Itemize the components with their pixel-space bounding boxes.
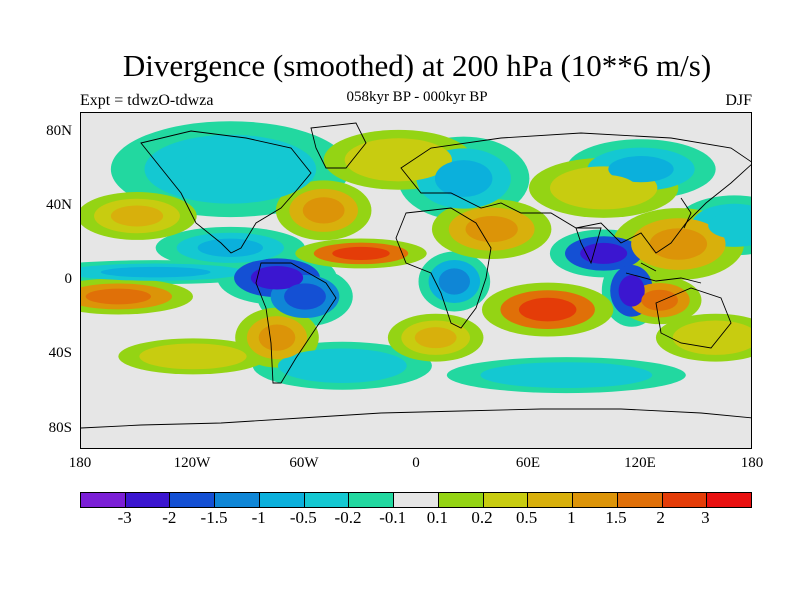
colorbar-box: [215, 493, 260, 507]
coastline-australia: [655, 287, 732, 349]
lon-tick-60e: 60E: [515, 455, 541, 471]
plot-subtitle: 058kyr BP - 000kyr BP: [346, 89, 488, 105]
colorbar-box: [259, 493, 305, 507]
convergence-region: [514, 367, 619, 383]
field-layer: [81, 121, 751, 394]
colorbar-box: [438, 493, 484, 507]
convergence-region: [250, 265, 304, 290]
divergence-region: [571, 174, 637, 201]
convergence-region: [178, 148, 283, 191]
colorbar-box: [483, 493, 529, 507]
divergence-region: [332, 246, 390, 260]
divergence-region: [302, 197, 345, 224]
colorbar-label: -0.2: [334, 508, 362, 527]
colorbar-box: [707, 493, 752, 507]
colorbar-label: 1.5: [605, 508, 627, 527]
colorbar-label: 1: [567, 508, 576, 527]
colorbar-box: [304, 493, 350, 507]
lon-tick-60w: 60W: [289, 455, 319, 471]
divergence-region: [649, 228, 708, 260]
colorbar-label: -2: [162, 508, 177, 527]
colorbar-box: [125, 493, 171, 507]
convergence-region: [100, 266, 211, 278]
lat-tick-80s: 80S: [48, 420, 72, 436]
colorbar-box: [662, 493, 708, 507]
divergence-region: [465, 215, 518, 243]
lat-tick-40s: 40S: [48, 345, 72, 361]
coastline-layer: [81, 122, 751, 429]
divergence-region: [365, 146, 432, 173]
lat-tick-80n: 80N: [46, 123, 72, 139]
coastline-japan: [680, 197, 692, 229]
experiment-label: Expt = tdwzO-tdwza: [80, 92, 214, 109]
lon-tick-0: 0: [412, 455, 420, 471]
colorbar-label: -1.5: [200, 508, 228, 527]
colorbar-label: -0.5: [289, 508, 317, 527]
colorbar-label: 3: [701, 508, 710, 527]
convergence-region: [434, 160, 493, 197]
colorbar-label: 0.5: [516, 508, 538, 527]
convergence-region: [438, 268, 471, 295]
convergence-region: [284, 283, 326, 310]
divergence-region: [689, 327, 742, 349]
plot-title: Divergence (smoothed) at 200 hPa (10**6 …: [122, 48, 712, 83]
colorbar-box: [81, 493, 126, 507]
divergence-region: [641, 289, 678, 311]
lon-tick-180e: 180: [740, 455, 764, 471]
colorbar-label: 0.1: [426, 508, 448, 527]
colorbar-label: -1: [251, 508, 266, 527]
colorbar-label: -0.1: [379, 508, 407, 527]
divergence-region: [160, 348, 226, 365]
colorbar-box: [617, 493, 663, 507]
divergence-region: [85, 288, 151, 305]
colorbar-box: [573, 493, 618, 507]
lat-tick-0: 0: [64, 271, 73, 287]
lon-tick-120e: 120E: [624, 455, 656, 471]
divergence-region: [414, 327, 457, 349]
map-svg: [81, 121, 751, 429]
coastline-north-america: [140, 130, 312, 254]
convergence-region: [708, 212, 751, 239]
coastline-greenland: [310, 122, 367, 169]
colorbar-box: [349, 493, 395, 507]
coastline-indonesia: [625, 262, 702, 284]
convergence-region: [608, 156, 674, 183]
colorbar-label: -3: [117, 508, 132, 527]
season-label: DJF: [725, 92, 752, 109]
coastline-antarctica: [81, 408, 751, 429]
divergence-region: [258, 324, 296, 351]
map-plot-area: [80, 112, 752, 449]
colorbar-label: 0.2: [471, 508, 493, 527]
coastline-eurasia: [400, 132, 751, 254]
coastline-india: [575, 227, 602, 265]
colorbar: [80, 492, 752, 508]
divergence-region: [518, 297, 577, 322]
colorbar-box: [394, 493, 439, 507]
colorbar-box: [170, 493, 216, 507]
divergence-region: [110, 205, 164, 227]
coastline-south-america: [255, 262, 337, 384]
coastline-africa: [395, 207, 492, 329]
lon-tick-120w: 120W: [173, 455, 211, 471]
convergence-region: [197, 238, 263, 257]
convergence-region: [618, 275, 645, 307]
convergence-region: [303, 355, 382, 377]
colorbar-label: 2: [656, 508, 665, 527]
lat-tick-40n: 40N: [46, 197, 72, 213]
colorbar-box: [528, 493, 574, 507]
lon-tick-180w: 180: [68, 455, 92, 471]
convergence-region: [580, 242, 628, 264]
